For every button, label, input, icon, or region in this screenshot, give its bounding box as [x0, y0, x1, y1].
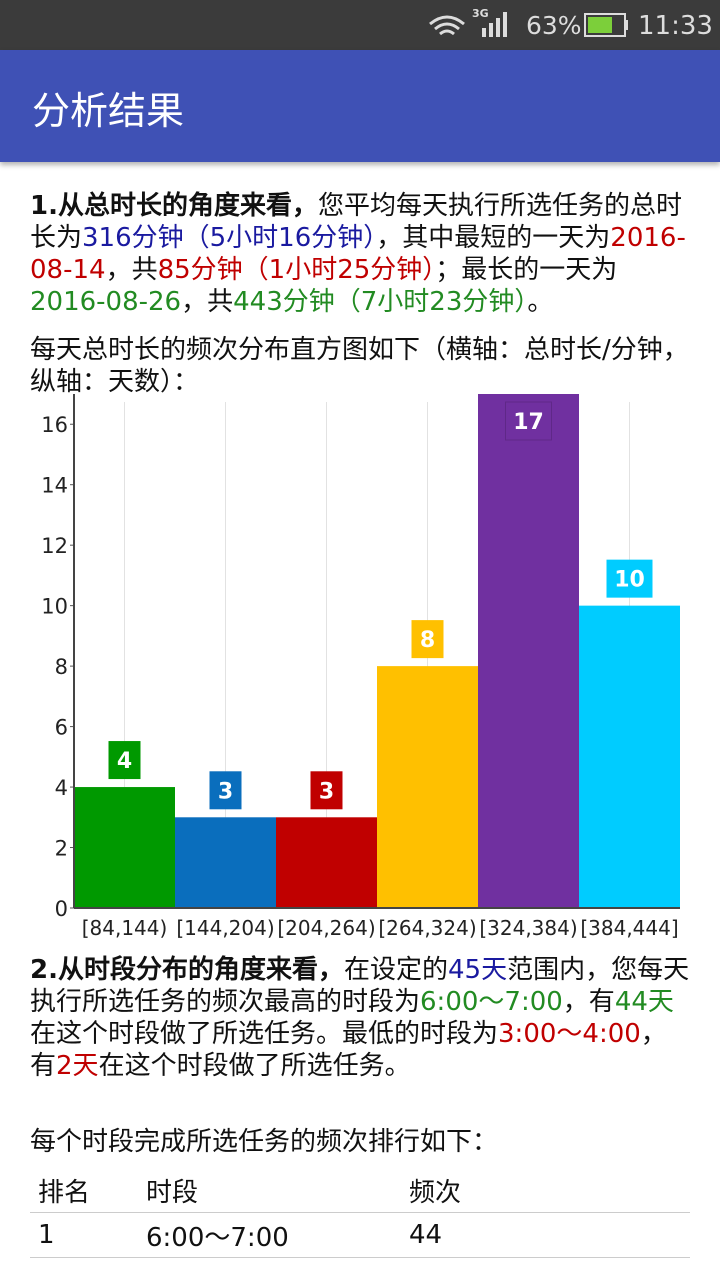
y-tick-label: 6: [55, 716, 68, 740]
caption: 每个时段完成所选任务的频次排行如下：: [30, 1127, 499, 1157]
text-run: 在设定的: [343, 955, 448, 985]
table-cell: 6:00～7:00: [138, 1212, 401, 1258]
wifi-icon: [429, 15, 465, 36]
y-tick-label: 14: [41, 474, 68, 498]
y-tick-label: 4: [55, 776, 68, 800]
y-tick-label: 0: [55, 897, 68, 921]
status-bar: 3G 63% 11:33: [0, 0, 720, 50]
x-tick-label: [264,324): [378, 916, 476, 940]
text-run: ，有: [30, 1019, 667, 1081]
value-label: 3: [319, 779, 334, 804]
bar: [175, 817, 276, 908]
battery-level: [588, 17, 612, 33]
paragraph: 1.从总时长的角度来看，您平均每天执行所选任务的总时长为316分钟（5小时16分…: [30, 190, 692, 318]
header-cell: 时段: [138, 1168, 401, 1213]
y-tick-label: 12: [41, 534, 68, 558]
status-icons: 3G 63% 11:33: [429, 7, 713, 41]
text-run: 45天: [447, 955, 508, 985]
value-label: 10: [614, 568, 645, 593]
clock: 11:33: [638, 11, 713, 41]
text-run: 2.从时段分布的角度来看，: [30, 955, 344, 985]
y-tick-label: 2: [55, 837, 68, 861]
x-tick-label: [144,204): [176, 916, 274, 940]
bar: [74, 787, 175, 908]
app-title: 分析结果: [32, 89, 185, 133]
text-run: 443分钟（7小时23分钟）: [233, 287, 528, 317]
table-header: 排名 时段 频次: [30, 1168, 690, 1213]
app-bar: 分析结果: [0, 50, 720, 162]
value-label-box: [209, 771, 242, 810]
value-label: 4: [117, 749, 132, 774]
text-run: 6:00～7:00: [420, 987, 563, 1017]
text-run: 3:00～4:00: [498, 1019, 641, 1049]
y-tick-label: 10: [41, 595, 68, 619]
x-tick-label: [384,444]: [580, 916, 678, 940]
table-cell: 1: [30, 1212, 138, 1258]
bar: [478, 394, 579, 908]
text-run: 。: [527, 287, 554, 317]
text-run: 2016-08-14: [30, 223, 686, 285]
signal-icon: [489, 23, 493, 37]
y-tick-label: 16: [41, 413, 68, 437]
text-run: 在这个时段做了所选任务。: [98, 1051, 411, 1081]
text-run: ；最长的一天为: [435, 255, 618, 285]
text-run: 85分钟（1小时25分钟）: [157, 255, 436, 285]
text-run: ，有: [562, 987, 615, 1017]
text-run: 2016-08-26: [30, 287, 182, 317]
table-cell: 44: [401, 1212, 690, 1258]
value-label-box: [505, 401, 552, 441]
value-label-box: [108, 741, 141, 780]
bar: [579, 605, 680, 908]
histogram: 0 2 4 6 8 10 12 14 16 4 [84,144) 3 [144,204) 3 [204,26…: [41, 394, 680, 940]
bar: [276, 817, 377, 908]
text-run: 您平均每天执行所选任务的总时长为: [30, 191, 682, 253]
text-run: 范围内，您每天执行所选任务的频次最高的时段为: [30, 955, 690, 1017]
value-label: 17: [513, 410, 544, 435]
text-run: 2天: [56, 1051, 99, 1081]
text-run: ，共: [181, 287, 234, 317]
signal-icon: [503, 12, 507, 37]
value-label: 8: [420, 628, 435, 653]
battery-label: 63%: [526, 11, 582, 40]
table-row: 1 6:00～7:00 44: [30, 1212, 690, 1258]
y-tick-label: 8: [55, 655, 68, 679]
text-run: ，其中最短的一天为: [376, 223, 611, 253]
header-cell: 排名: [30, 1168, 138, 1213]
caption: 每天总时长的频次分布直方图如下（横轴：总时长/分钟，纵轴：天数）：: [30, 335, 689, 397]
value-label-box: [411, 620, 444, 659]
signal-icon: [482, 28, 486, 37]
paragraph: 2.从时段分布的角度来看，在设定的45天范围内，您每天执行所选任务的频次最高的时…: [30, 954, 692, 1082]
x-tick-label: [324,384): [479, 916, 577, 940]
x-tick-label: [204,264): [277, 916, 375, 940]
text-run: 1.从总时长的角度来看，: [30, 191, 318, 221]
x-tick-label: [84,144): [82, 916, 168, 940]
header-cell: 频次: [401, 1168, 690, 1213]
text-run: ，共: [105, 255, 158, 285]
network-label: 3G: [472, 7, 489, 20]
battery-tip: [625, 20, 628, 30]
ranking-table: 排名 时段 频次 1 6:00～7:00 44: [30, 1168, 690, 1258]
value-label: 3: [218, 779, 233, 804]
text-run: 44天: [614, 987, 674, 1017]
text-run: 316分钟（5小时16分钟）: [82, 223, 377, 253]
text-run: 在这个时段做了所选任务。最低的时段为: [30, 1019, 499, 1049]
signal-icon: [496, 18, 500, 37]
value-label-box: [606, 559, 653, 598]
bar: [377, 666, 478, 908]
value-label-box: [310, 771, 343, 810]
